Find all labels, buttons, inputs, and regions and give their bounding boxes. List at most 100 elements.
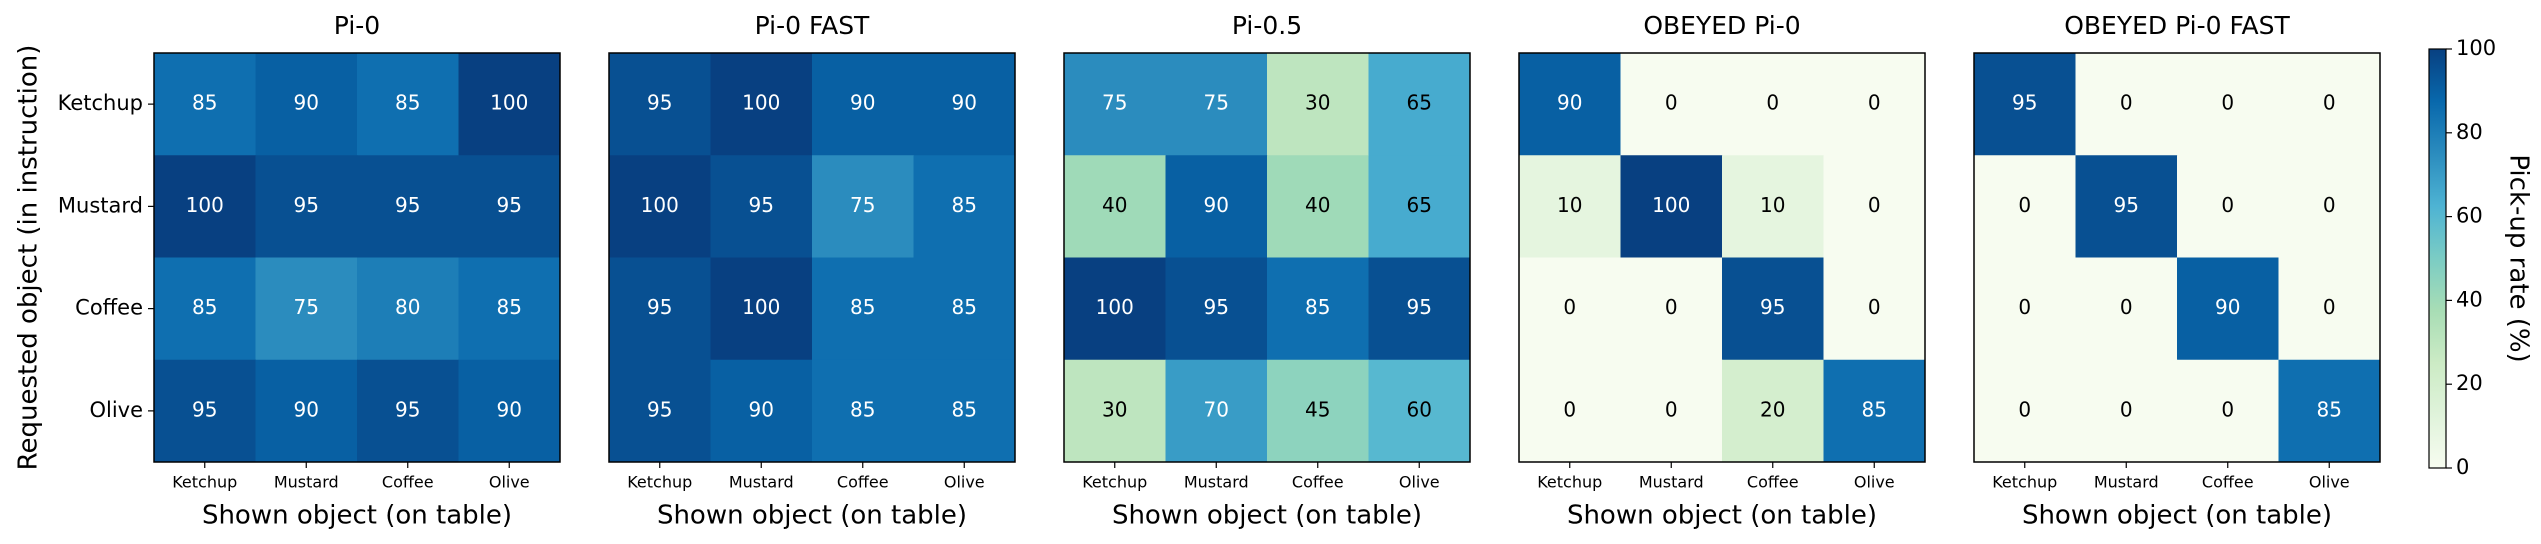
cell-label: 0: [2120, 91, 2133, 115]
cell-label: 75: [294, 295, 319, 319]
cell-label: 100: [641, 193, 679, 217]
heatmap-cell: [1165, 53, 1268, 156]
heatmap-cell: [2278, 53, 2381, 156]
x-tick-label: Olive: [1399, 473, 1440, 492]
cell-label: 95: [2114, 193, 2139, 217]
heatmap-cell: [2075, 155, 2178, 258]
cell-label: 85: [192, 295, 217, 319]
heatmap-cell: [609, 53, 711, 156]
cell-label: 0: [1665, 91, 1678, 115]
cell-label: 90: [1557, 91, 1582, 115]
heatmap-cell: [913, 155, 1016, 258]
heatmap-cell: [812, 53, 914, 156]
heatmap-cell: [710, 53, 813, 156]
cell-label: 100: [490, 91, 528, 115]
heatmap-cell: [2278, 155, 2381, 258]
heatmap-cell: [255, 359, 358, 463]
heatmap-cell: [913, 53, 1016, 156]
colorbar-tick-label: 60: [2456, 204, 2483, 228]
x-axis-label: Shown object (on table): [1567, 501, 1877, 531]
heatmap-cell: [1368, 53, 1471, 156]
heatmap-cell: [255, 53, 358, 156]
heatmap-cell: [1974, 53, 2076, 156]
cell-label: 85: [952, 397, 977, 421]
heatmap-cell: [357, 359, 459, 463]
y-axis-label: Requested object (in instruction): [14, 45, 44, 471]
cell-label: 65: [1407, 91, 1432, 115]
x-tick-label: Coffee: [382, 473, 434, 492]
heatmap-cell: [255, 155, 358, 258]
cell-label: 95: [647, 295, 672, 319]
cell-label: 100: [1652, 193, 1690, 217]
heatmap-cell: [154, 257, 256, 361]
heatmap-cell: [1267, 53, 1369, 156]
heatmap-cell: [1722, 155, 1824, 258]
heatmap-cell: [913, 257, 1016, 361]
cell-label: 0: [2018, 295, 2031, 319]
cell-label: 95: [647, 91, 672, 115]
cell-label: 0: [1563, 295, 1576, 319]
heatmap-cell: [1823, 155, 1926, 258]
x-tick-label: Ketchup: [1537, 473, 1602, 492]
cell-label: 40: [1305, 193, 1330, 217]
cell-label: 95: [395, 193, 420, 217]
colorbar-tick-label: 40: [2456, 287, 2483, 311]
cell-label: 0: [2323, 91, 2336, 115]
cell-label: 80: [395, 295, 420, 319]
heatmap-cell: [1064, 257, 1166, 361]
heatmap-cell: [609, 155, 711, 258]
x-tick-label: Ketchup: [1082, 473, 1147, 492]
x-tick-label: Ketchup: [172, 473, 237, 492]
x-tick-label: Mustard: [274, 473, 339, 492]
cell-label: 0: [1766, 91, 1779, 115]
x-axis-label: Shown object (on table): [202, 501, 512, 531]
heatmap-cell: [1064, 53, 1166, 156]
cell-label: 0: [2323, 193, 2336, 217]
colorbar-tick-label: 80: [2456, 120, 2483, 144]
heatmap-cell: [1165, 257, 1268, 361]
x-tick-label: Ketchup: [1992, 473, 2057, 492]
cell-label: 90: [850, 91, 875, 115]
cell-label: 0: [1868, 91, 1881, 115]
cell-label: 95: [1204, 295, 1229, 319]
heatmap-cell: [1165, 155, 1268, 258]
colorbar: [2428, 48, 2447, 469]
cell-label: 0: [1868, 193, 1881, 217]
cell-label: 45: [1305, 397, 1330, 421]
heatmap-cell: [2177, 53, 2279, 156]
heatmap-cell: [2278, 257, 2381, 361]
cell-label: 75: [1204, 91, 1229, 115]
heatmap-cell: [812, 359, 914, 463]
cell-label: 85: [850, 295, 875, 319]
cell-label: 95: [1760, 295, 1785, 319]
x-tick-label: Olive: [1854, 473, 1895, 492]
cell-label: 10: [1557, 193, 1582, 217]
heatmap-cell: [1974, 155, 2076, 258]
x-tick-label: Olive: [944, 473, 985, 492]
heatmap-cell: [1368, 155, 1471, 258]
cell-label: 30: [1305, 91, 1330, 115]
cell-label: 0: [1665, 397, 1678, 421]
plot-frame: [608, 52, 1016, 463]
cell-label: 100: [742, 295, 780, 319]
x-tick-label: Olive: [2309, 473, 2350, 492]
heatmap-cell: [458, 53, 561, 156]
plot-frame: [1518, 52, 1926, 463]
cell-label: 85: [952, 193, 977, 217]
cell-label: 0: [2221, 193, 2234, 217]
cell-label: 95: [192, 397, 217, 421]
heatmap-cell: [1519, 155, 1621, 258]
heatmap-cell: [1519, 359, 1621, 463]
x-tick-label: Coffee: [2202, 473, 2254, 492]
cell-label: 90: [294, 397, 319, 421]
x-tick-label: Mustard: [1184, 473, 1249, 492]
heatmap-cell: [1165, 359, 1268, 463]
x-tick-label: Coffee: [837, 473, 889, 492]
cell-label: 0: [2221, 397, 2234, 421]
heatmap-cell: [1722, 359, 1824, 463]
heatmap-cell: [357, 257, 459, 361]
cell-label: 85: [192, 91, 217, 115]
colorbar-label: Pick-up rate (%): [2504, 154, 2534, 362]
heatmap-cell: [1368, 359, 1471, 463]
x-tick-label: Mustard: [729, 473, 794, 492]
